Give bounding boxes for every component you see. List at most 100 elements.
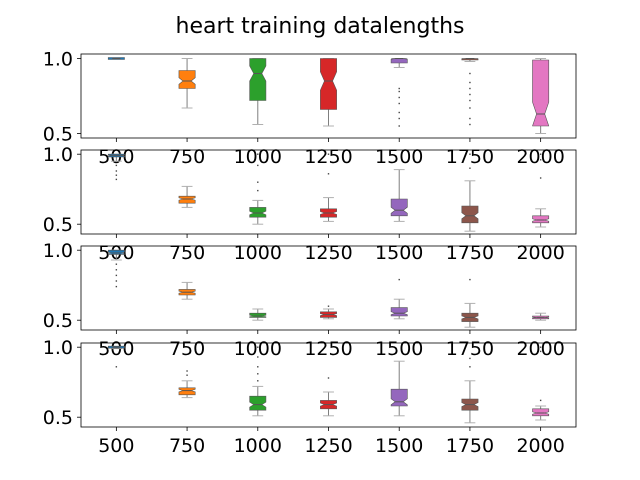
flier-point [398,125,400,127]
flier-point [469,357,471,360]
box-500 [107,153,125,181]
flier-point [115,280,118,282]
flier-point [327,153,330,155]
x-tick-label: 750 [169,146,205,168]
flier-point [539,177,542,179]
box-750 [178,370,196,399]
box-1750 [461,58,479,126]
flier-point [115,285,118,288]
x-tick-label: 1250 [304,146,352,168]
box-1750 [461,153,479,232]
box-1250 [320,305,337,320]
box-body [178,195,196,204]
x-tick-label: 1000 [234,435,282,457]
box-750 [178,281,196,300]
box-750 [178,185,196,208]
box-body [320,58,337,110]
box-1500 [390,278,408,320]
box-body [532,59,550,127]
flier-point [398,96,400,99]
flier-point [469,99,471,102]
x-tick-label: 1000 [234,242,282,264]
chart-title: heart training datalengths [176,14,465,39]
box-1000 [249,308,267,321]
box-1750 [461,357,479,424]
flier-point [539,346,542,348]
flier-point [469,167,471,169]
box-body [178,70,196,89]
box-body [390,388,408,407]
flier-point [257,189,259,192]
flier-point [469,123,471,126]
flier-point [398,102,400,105]
flier-point [539,159,542,161]
x-tick-label: 1500 [375,338,423,360]
box-500 [107,57,125,60]
box-body [107,249,125,255]
box-1250 [320,377,337,417]
flier-point [115,366,118,368]
box-2000 [532,58,550,134]
flier-point [398,87,400,90]
flier-point [469,153,471,155]
x-tick-label: 2000 [516,146,564,168]
box-body [178,387,196,396]
flier-point [469,87,471,90]
flier-point [115,263,118,265]
box-body [249,312,267,318]
box-body [249,207,267,218]
x-tick-label: 1250 [304,338,352,360]
box-2000 [532,153,550,228]
flier-point [469,117,471,120]
box-body [390,198,408,217]
y-tick-label: 0.5 [43,214,73,236]
box-2000 [532,346,550,421]
panel-4: 0.5 1.0 500 750 1000 1250 1500 1750 2000 [43,337,577,457]
flier-point [186,370,188,372]
box-body [390,58,408,64]
flier-point [257,153,259,155]
flier-point [469,72,471,75]
flier-point [469,81,471,84]
box-body [249,395,267,411]
x-tick-label: 1500 [375,435,423,457]
flier-point [257,164,259,167]
flier-point [469,278,471,281]
flier-point [186,374,188,376]
box-500 [107,249,125,288]
flier-point [398,278,400,281]
x-tick-label: 750 [169,242,205,264]
flier-point [257,366,259,368]
panels: 0.51.0500750100012501500175020000.51.050… [43,49,577,457]
y-tick-label: 0.5 [43,124,73,146]
flier-point [469,366,471,368]
x-tick-label: 2000 [516,242,564,264]
y-tick-label: 1.0 [43,240,73,262]
x-tick-label: 2000 [516,435,564,457]
x-tick-label: 1750 [446,435,494,457]
box-1750 [461,278,479,328]
x-tick-label: 1250 [304,242,352,264]
box-body [532,215,550,224]
flier-point [257,380,259,382]
x-tick-label: 1250 [304,435,352,457]
x-tick-label: 1500 [375,242,423,264]
y-tick-label: 1.0 [43,144,73,166]
y-tick-label: 0.5 [43,407,73,429]
x-tick-label: 1000 [234,338,282,360]
box-body [532,408,550,417]
flier-point [469,107,471,109]
x-tick-label: 1500 [375,146,423,168]
flier-point [398,117,400,120]
x-tick-label: 750 [169,435,205,457]
box-body [461,205,479,224]
flier-point [115,164,118,167]
flier-point [398,111,400,114]
flier-point [327,173,330,175]
flier-point [327,305,330,307]
box-1250 [320,153,337,222]
flier-point [257,373,259,375]
box-2000 [532,312,550,321]
